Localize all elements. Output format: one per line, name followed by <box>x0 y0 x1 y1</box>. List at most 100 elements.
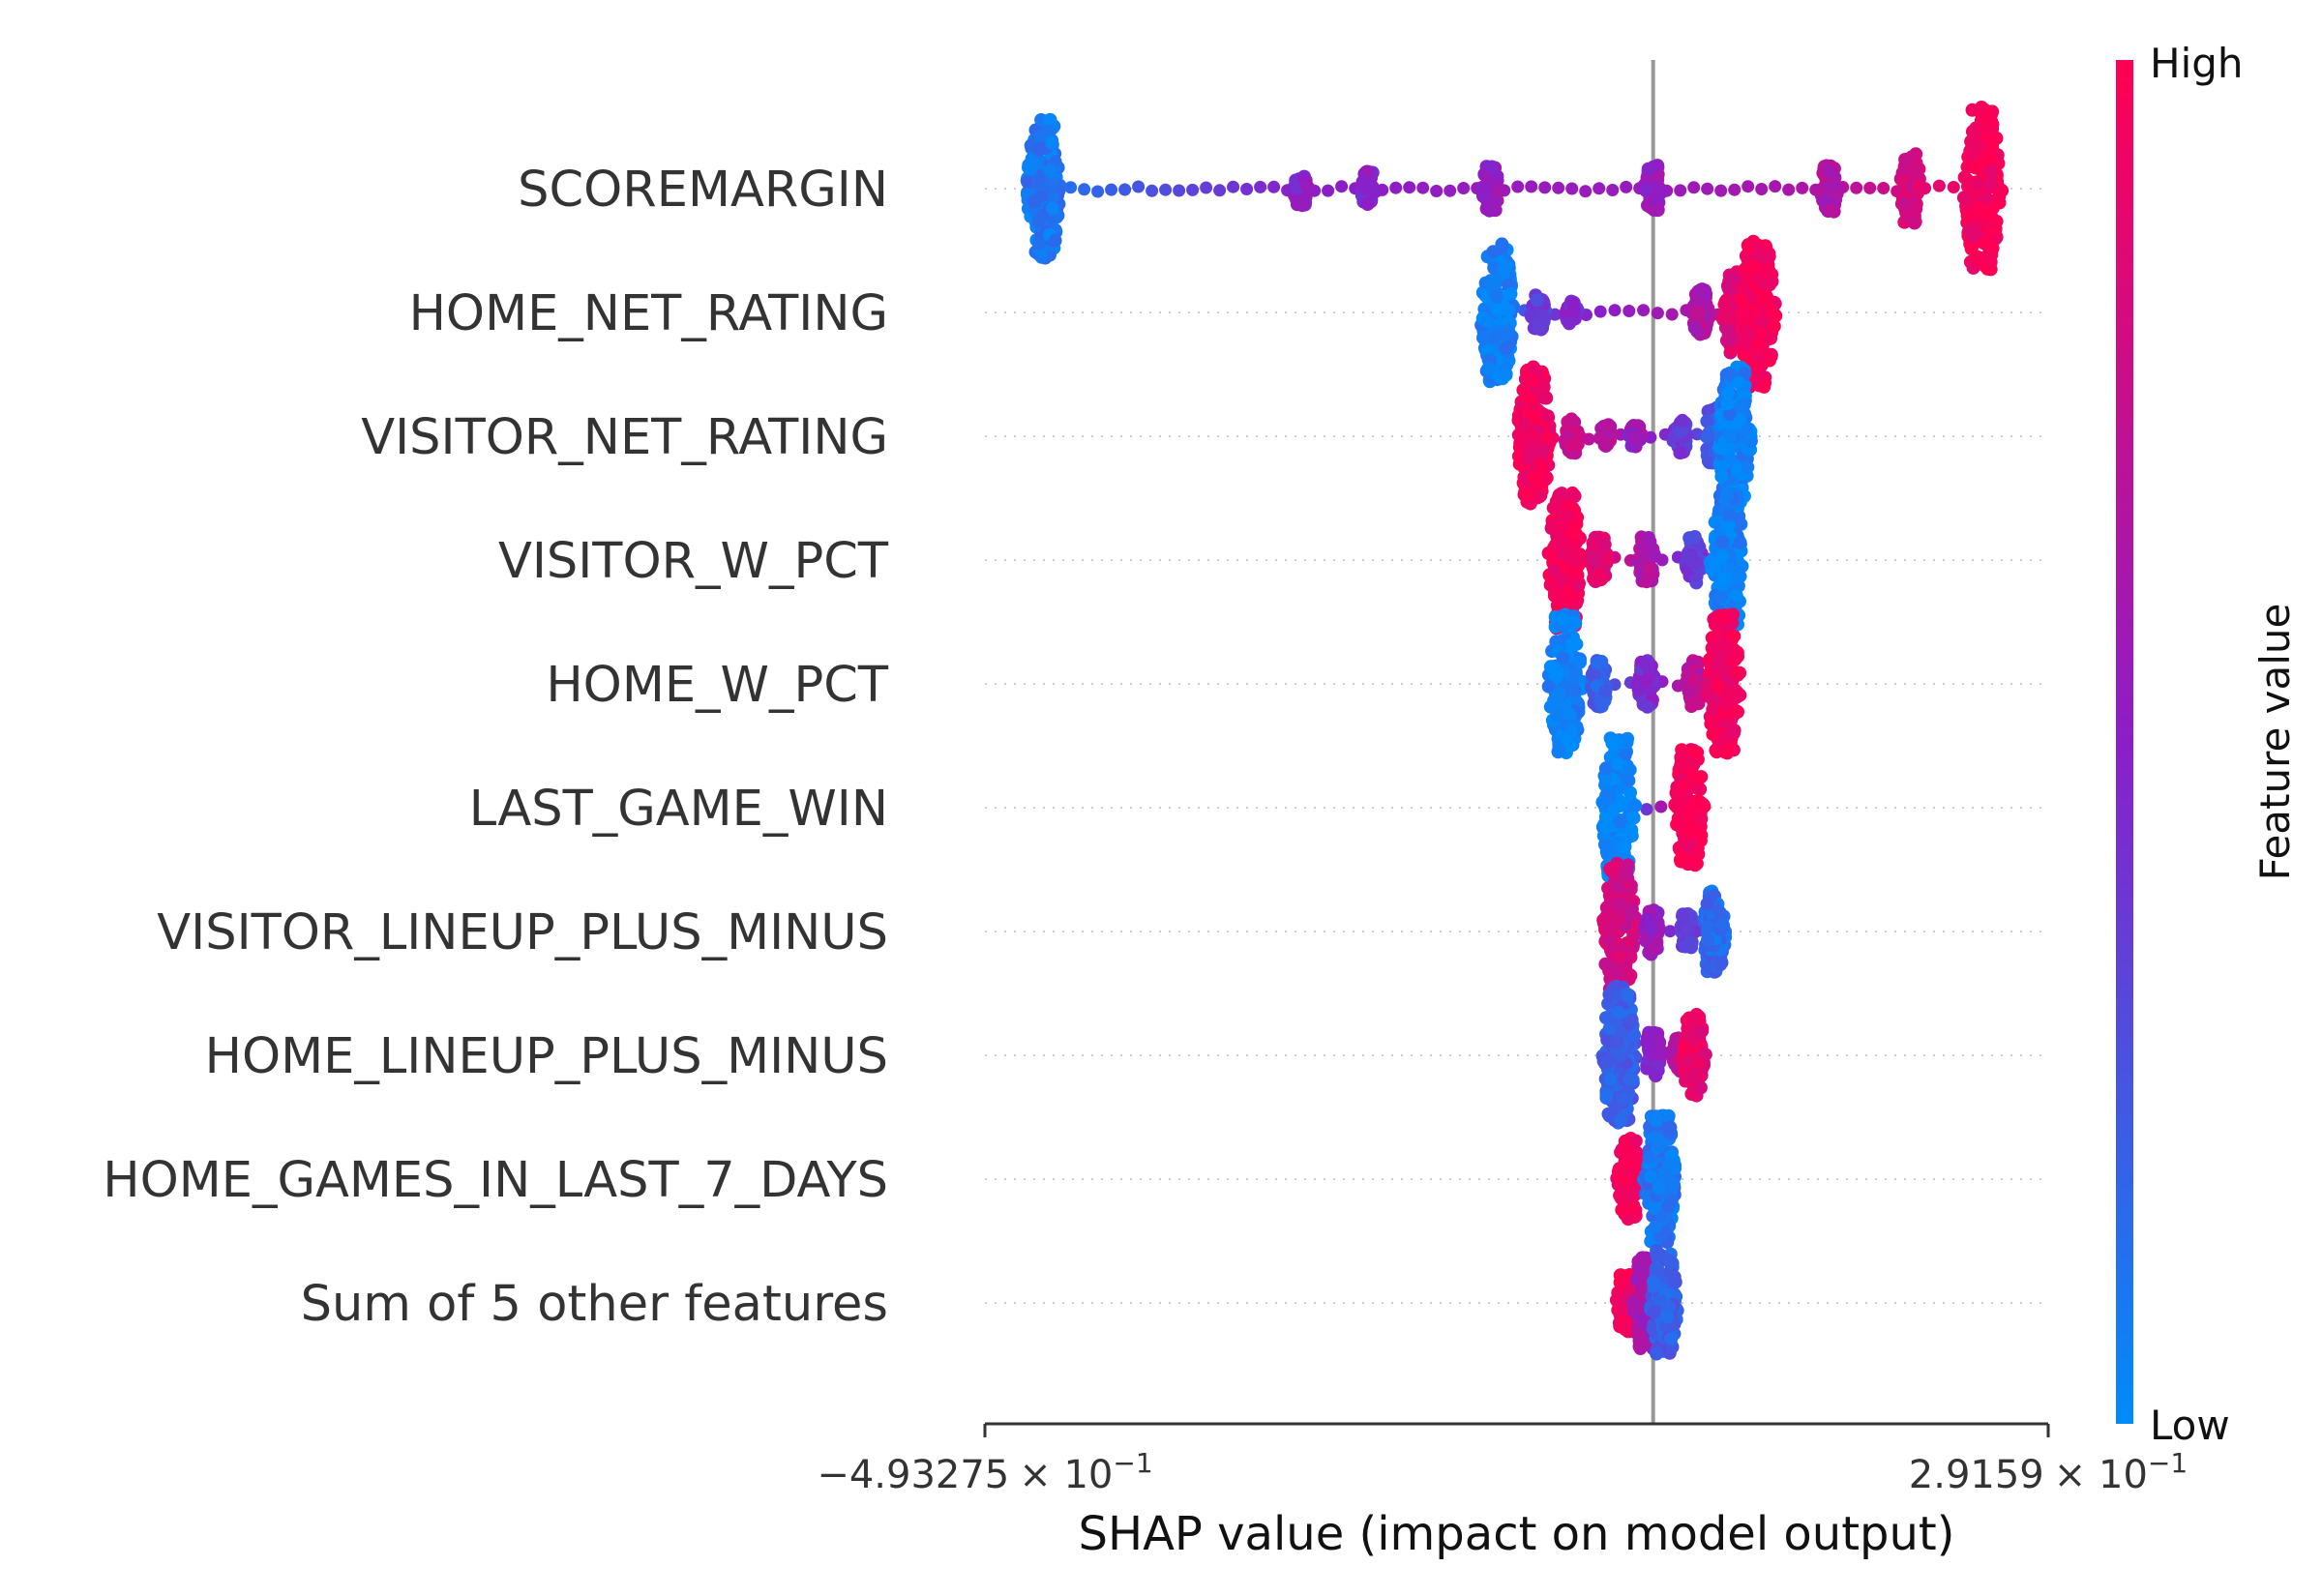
shap-point <box>1690 305 1704 318</box>
shap-point <box>1478 181 1493 195</box>
shap-point <box>1701 182 1714 195</box>
shap-point <box>1763 353 1776 368</box>
shap-point <box>1690 846 1705 861</box>
shap-point <box>1481 362 1496 375</box>
shap-point <box>1796 181 1809 194</box>
shap-point <box>1912 179 1926 193</box>
shap-point <box>1877 182 1890 194</box>
shap-point <box>1360 197 1375 211</box>
shap-point <box>1610 1036 1624 1050</box>
shap-point <box>1642 1040 1656 1054</box>
shap-point <box>1403 181 1416 194</box>
shap-point <box>1532 320 1546 335</box>
shap-point <box>1356 174 1371 189</box>
shap-point <box>1046 190 1060 204</box>
shap-point <box>1825 203 1839 218</box>
shap-point <box>1676 908 1690 922</box>
shap-point <box>1713 576 1728 591</box>
shap-point <box>1715 611 1730 626</box>
shap-point <box>1503 286 1518 301</box>
shap-point <box>1516 383 1531 398</box>
shap-point <box>1742 241 1756 255</box>
shap-point <box>1200 181 1213 194</box>
shap-point <box>1762 250 1776 263</box>
shap-point <box>1048 233 1062 248</box>
shap-point <box>1687 673 1702 688</box>
shap-point <box>1977 236 1991 251</box>
shap-point <box>1691 284 1706 299</box>
shap-point <box>1599 1055 1614 1070</box>
shap-point <box>1733 536 1747 550</box>
shap-point <box>1613 814 1627 829</box>
shap-point <box>1488 277 1503 291</box>
shap-point <box>1687 320 1702 335</box>
shap-point <box>1701 933 1714 947</box>
shap-point <box>1661 1158 1676 1172</box>
shap-point <box>1677 1040 1691 1054</box>
shap-point <box>1754 314 1769 329</box>
shap-point <box>1622 1073 1637 1086</box>
shap-point <box>1721 517 1736 532</box>
shap-point <box>1622 762 1637 777</box>
shap-point <box>1599 1089 1614 1104</box>
shap-point <box>1734 399 1748 414</box>
shap-point <box>1146 184 1159 197</box>
shap-point <box>1556 650 1570 665</box>
shap-point <box>1681 922 1695 936</box>
shap-point <box>1741 270 1755 284</box>
points-home-lineup-plus-minus <box>1595 980 1712 1130</box>
shap-point <box>1628 432 1643 447</box>
shap-point <box>1565 182 1579 195</box>
shap-point <box>1663 1253 1677 1267</box>
feature-label-sum-of-5-other-features: Sum of 5 other features <box>301 1276 888 1333</box>
points-visitor-net-rating <box>1511 360 1758 513</box>
shap-point <box>1634 1263 1649 1278</box>
shap-point <box>1602 933 1616 948</box>
shap-point <box>1502 303 1516 317</box>
shap-point <box>1974 156 1988 170</box>
shap-point <box>1652 1047 1667 1061</box>
shap-point <box>1700 897 1714 911</box>
shap-point <box>1713 958 1728 972</box>
shap-point <box>1606 184 1620 196</box>
shap-point <box>1746 259 1761 274</box>
shap-point <box>1714 184 1728 197</box>
shap-point <box>1782 183 1796 196</box>
shap-point <box>1624 907 1639 922</box>
shap-point <box>1032 142 1047 157</box>
shap-point <box>1043 112 1057 127</box>
shap-point <box>1602 923 1617 937</box>
shap-point <box>1027 157 1041 171</box>
shap-point <box>1767 319 1781 334</box>
shap-point <box>1700 429 1714 444</box>
shap-point <box>1389 181 1403 194</box>
shap-point <box>1644 920 1658 934</box>
shap-point <box>1612 1005 1625 1020</box>
shap-point <box>1491 184 1505 198</box>
shap-point <box>1526 470 1540 485</box>
shap-point <box>1680 1013 1694 1027</box>
shap-point <box>1640 803 1653 816</box>
shap-point <box>1295 197 1310 212</box>
shap-point <box>1907 203 1921 218</box>
shap-point <box>1568 526 1583 541</box>
points-home-net-rating <box>1474 234 1783 395</box>
shap-point <box>1594 699 1609 714</box>
shap-point <box>1597 438 1612 453</box>
shap-point <box>1612 913 1626 928</box>
shap-point <box>1702 456 1716 470</box>
shap-point <box>1132 180 1146 193</box>
shap-point <box>1650 1346 1664 1361</box>
shap-point <box>1213 184 1227 197</box>
shap-point <box>1539 471 1554 485</box>
shap-point <box>1538 181 1552 194</box>
shap-point <box>1240 183 1254 195</box>
shap-point <box>1666 1177 1680 1192</box>
shap-point <box>1552 181 1565 194</box>
shap-point <box>1554 520 1568 535</box>
shap-point <box>1691 696 1706 711</box>
shap-point <box>1722 508 1737 522</box>
shap-point <box>1759 265 1773 280</box>
shap-point <box>1543 660 1558 674</box>
